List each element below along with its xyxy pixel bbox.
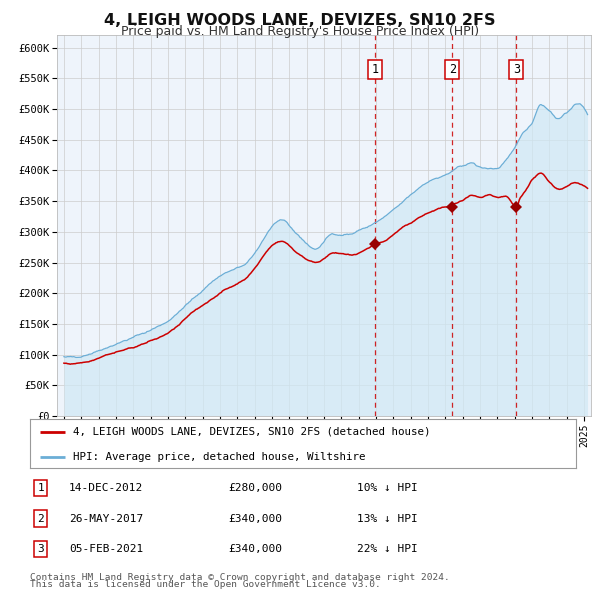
Text: 1: 1 — [372, 63, 379, 76]
Text: 2: 2 — [37, 514, 44, 523]
Text: £340,000: £340,000 — [228, 545, 282, 554]
Text: £280,000: £280,000 — [228, 483, 282, 493]
Text: 10% ↓ HPI: 10% ↓ HPI — [357, 483, 418, 493]
Text: 13% ↓ HPI: 13% ↓ HPI — [357, 514, 418, 523]
Text: Contains HM Land Registry data © Crown copyright and database right 2024.: Contains HM Land Registry data © Crown c… — [30, 573, 450, 582]
Text: HPI: Average price, detached house, Wiltshire: HPI: Average price, detached house, Wilt… — [73, 452, 365, 462]
Text: 2: 2 — [449, 63, 456, 76]
Text: 1: 1 — [37, 483, 44, 493]
Text: 22% ↓ HPI: 22% ↓ HPI — [357, 545, 418, 554]
Text: £340,000: £340,000 — [228, 514, 282, 523]
Text: 3: 3 — [37, 545, 44, 554]
Text: 26-MAY-2017: 26-MAY-2017 — [69, 514, 143, 523]
Text: This data is licensed under the Open Government Licence v3.0.: This data is licensed under the Open Gov… — [30, 580, 381, 589]
Text: 05-FEB-2021: 05-FEB-2021 — [69, 545, 143, 554]
Text: 14-DEC-2012: 14-DEC-2012 — [69, 483, 143, 493]
Text: 4, LEIGH WOODS LANE, DEVIZES, SN10 2FS: 4, LEIGH WOODS LANE, DEVIZES, SN10 2FS — [104, 13, 496, 28]
Text: 4, LEIGH WOODS LANE, DEVIZES, SN10 2FS (detached house): 4, LEIGH WOODS LANE, DEVIZES, SN10 2FS (… — [73, 427, 430, 437]
Text: Price paid vs. HM Land Registry's House Price Index (HPI): Price paid vs. HM Land Registry's House … — [121, 25, 479, 38]
Text: 3: 3 — [513, 63, 520, 76]
